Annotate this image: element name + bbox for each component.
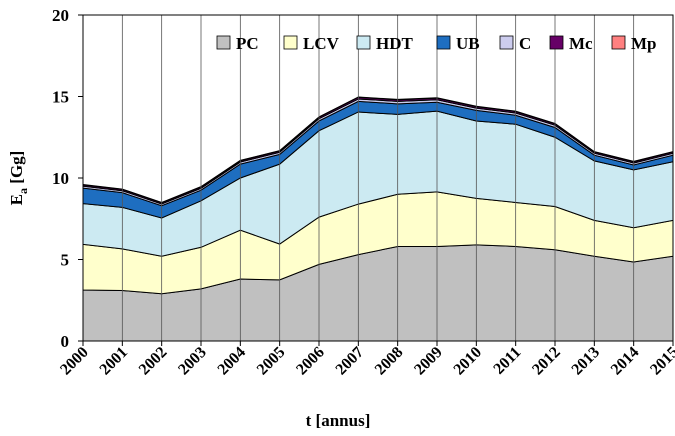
x-axis-title: t [annus]	[306, 411, 371, 430]
x-tick-label: 2007	[333, 344, 368, 379]
legend-swatch	[549, 35, 564, 50]
x-tick-label: 2006	[293, 344, 328, 379]
legend-label: C	[519, 34, 531, 53]
x-tick-label: 2008	[372, 344, 407, 379]
x-tick-label: 2013	[569, 344, 604, 379]
y-tick-label: 15	[52, 88, 69, 107]
legend-label: PC	[236, 34, 259, 53]
y-tick-label: 10	[52, 169, 69, 188]
y-axis-title: Ea [Gg]	[7, 151, 30, 206]
x-tick-label: 2015	[647, 344, 675, 379]
legend-label: HDT	[376, 34, 414, 53]
legend-swatch	[356, 35, 371, 50]
x-tick-label: 2010	[451, 344, 486, 379]
legend-label: LCV	[303, 34, 340, 53]
x-tick-label: 2014	[608, 344, 643, 379]
legend-label: UB	[456, 34, 480, 53]
y-title-main: E	[7, 194, 26, 205]
legend-swatch	[436, 35, 451, 50]
legend-label: Mp	[631, 34, 657, 53]
legend-label: Mc	[569, 34, 593, 53]
x-tick-label: 2004	[215, 344, 250, 379]
y-title-sub: a	[16, 188, 30, 194]
x-tick-label: 2011	[490, 344, 524, 378]
x-tick-label: 2009	[411, 344, 446, 379]
x-tick-label: 2002	[136, 344, 171, 379]
y-title-unit: [Gg]	[7, 151, 26, 188]
x-tick-label: 2005	[254, 344, 289, 379]
legend-swatch	[283, 35, 298, 50]
legend-swatch	[216, 35, 231, 50]
legend-swatch	[499, 35, 514, 50]
y-tick-label: 5	[61, 251, 70, 270]
y-tick-label: 20	[52, 6, 69, 25]
legend-swatch	[611, 35, 626, 50]
x-tick-label: 2012	[529, 344, 564, 379]
y-tick-label: 0	[61, 332, 70, 351]
x-tick-label: 2001	[97, 344, 132, 379]
x-tick-label: 2003	[175, 344, 210, 379]
